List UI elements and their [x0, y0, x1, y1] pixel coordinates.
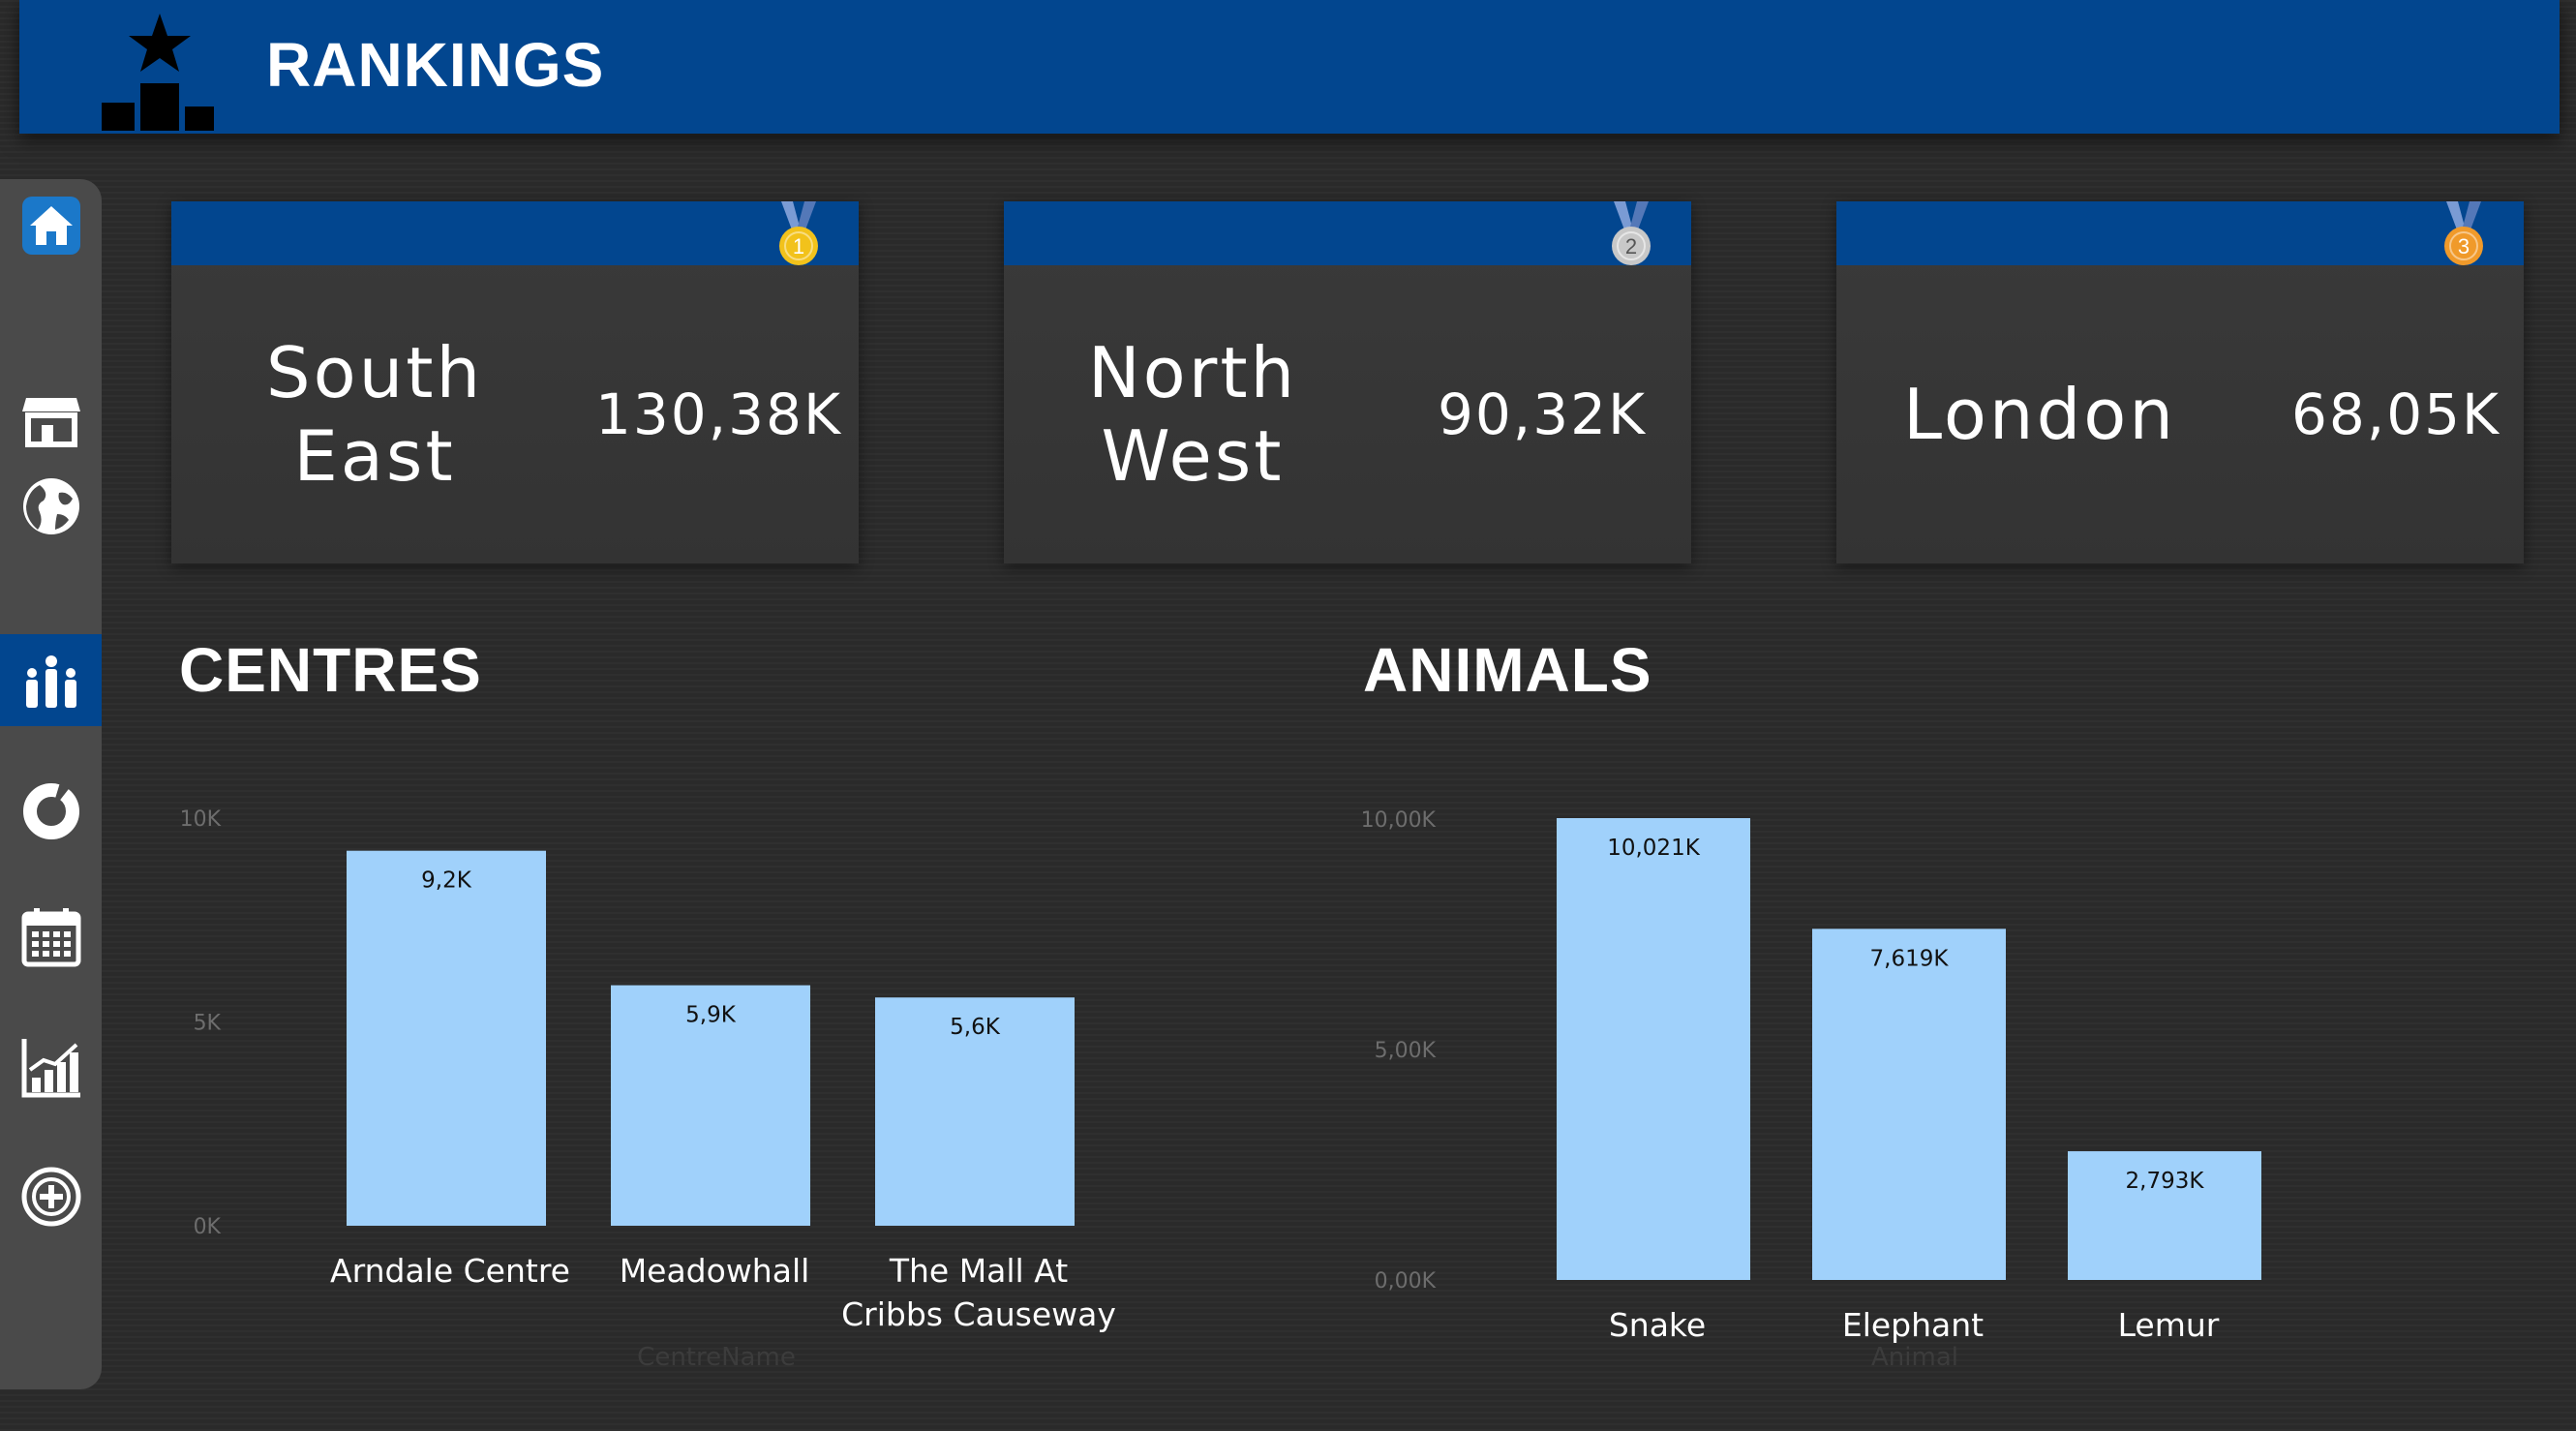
x-axis-title: Animal: [1871, 1343, 1958, 1372]
sidebar-nav: [0, 179, 102, 1389]
x-category-label: Elephant: [1842, 1306, 1984, 1344]
kpi-card-rank-3: 3 London 68,05K: [1836, 201, 2524, 563]
globe-icon: [22, 477, 79, 534]
sidebar-item-home[interactable]: [0, 179, 102, 271]
y-tick-label: 5K: [194, 1012, 222, 1036]
kpi-value: 130,38K: [595, 381, 842, 447]
bar-data-label: 7,619K: [1870, 946, 1950, 971]
bar-chart-icon: [21, 1038, 80, 1097]
sidebar-item-donut[interactable]: [0, 765, 102, 857]
centres-bar-chart: 0K 5K 10K 9,2K Arndale Centre 5,9K Meadowhall 5…: [145, 775, 1210, 1394]
y-tick-label: 0,00K: [1375, 1269, 1437, 1294]
bar-elephant[interactable]: [1812, 929, 2006, 1280]
header-banner: RANKINGS: [19, 0, 2560, 134]
calendar-icon: [21, 907, 80, 966]
bar-data-label: 5,6K: [950, 1015, 1001, 1040]
medal-icon: 3: [2444, 201, 2483, 265]
svg-text:1: 1: [793, 234, 804, 259]
kpi-region-label: North West: [1087, 332, 1298, 497]
card-header-bar: [1004, 201, 1691, 265]
centres-chart-svg: 0K 5K 10K 9,2K Arndale Centre 5,9K Meadowhall 5…: [180, 807, 1116, 1372]
add-circle-icon: [21, 1167, 80, 1226]
store-icon: [21, 397, 80, 447]
bar-meadowhall[interactable]: [611, 985, 810, 1226]
sidebar-item-calendar[interactable]: [0, 891, 102, 983]
bar-the-mall-at-cribbs-causeway[interactable]: [875, 997, 1075, 1226]
bar-data-label: 9,2K: [421, 868, 472, 894]
donut-chart-icon: [22, 782, 79, 839]
x-category-label: Snake: [1609, 1306, 1706, 1344]
x-category-label: Arndale Centre: [330, 1252, 570, 1290]
animals-section-title: ANIMALS: [1363, 635, 1652, 705]
svg-text:2: 2: [1625, 234, 1637, 259]
x-category-label: Lemur: [2118, 1306, 2220, 1344]
y-tick-label: 10,00K: [1361, 808, 1437, 833]
people-icon: [25, 655, 76, 708]
bar-arndale-centre[interactable]: [347, 850, 546, 1226]
svg-text:3: 3: [2458, 234, 2470, 259]
card-header-bar: [171, 201, 859, 265]
y-tick-label: 0K: [194, 1215, 222, 1239]
y-tick-label: 5,00K: [1375, 1039, 1437, 1063]
kpi-value: 90,32K: [1438, 381, 1648, 447]
sidebar-item-add[interactable]: [0, 1150, 102, 1242]
sidebar-item-people[interactable]: [0, 634, 102, 726]
kpi-card-rank-1: 1 South East 130,38K: [171, 201, 859, 563]
y-tick-label: 10K: [180, 807, 222, 832]
medal-icon: 1: [779, 201, 818, 265]
kpi-card-rank-2: 2 North West 90,32K: [1004, 201, 1691, 563]
podium-star-icon: [102, 14, 214, 131]
bar-data-label: 10,021K: [1607, 836, 1700, 861]
x-category-label: Meadowhall: [620, 1252, 810, 1290]
kpi-value: 68,05K: [2291, 381, 2501, 447]
sidebar-item-globe[interactable]: [0, 460, 102, 552]
page-title: RANKINGS: [266, 30, 605, 100]
x-axis-title: CentreName: [637, 1343, 796, 1372]
animals-chart-svg: 0,00K 5,00K 10,00K 10,021K Snake 7,619K Elepha…: [1361, 808, 2261, 1372]
bar-data-label: 5,9K: [685, 1003, 737, 1028]
card-header-bar: [1836, 201, 2524, 265]
centres-section-title: CENTRES: [179, 635, 482, 705]
animals-bar-chart: 0,00K 5,00K 10,00K 10,021K Snake 7,619K Elepha…: [1331, 775, 2396, 1394]
home-icon: [21, 196, 80, 255]
kpi-region-label: South East: [265, 332, 484, 497]
bar-data-label: 2,793K: [2126, 1169, 2205, 1194]
bar-snake[interactable]: [1557, 818, 1750, 1280]
x-category-label: The Mall At Cribbs Causeway: [841, 1252, 1116, 1333]
sidebar-item-store[interactable]: [0, 373, 102, 465]
sidebar-item-bar-chart[interactable]: [0, 1021, 102, 1113]
bar-lemur[interactable]: [2068, 1151, 2261, 1280]
medal-icon: 2: [1612, 201, 1651, 265]
kpi-region-label: London: [1903, 374, 2176, 455]
